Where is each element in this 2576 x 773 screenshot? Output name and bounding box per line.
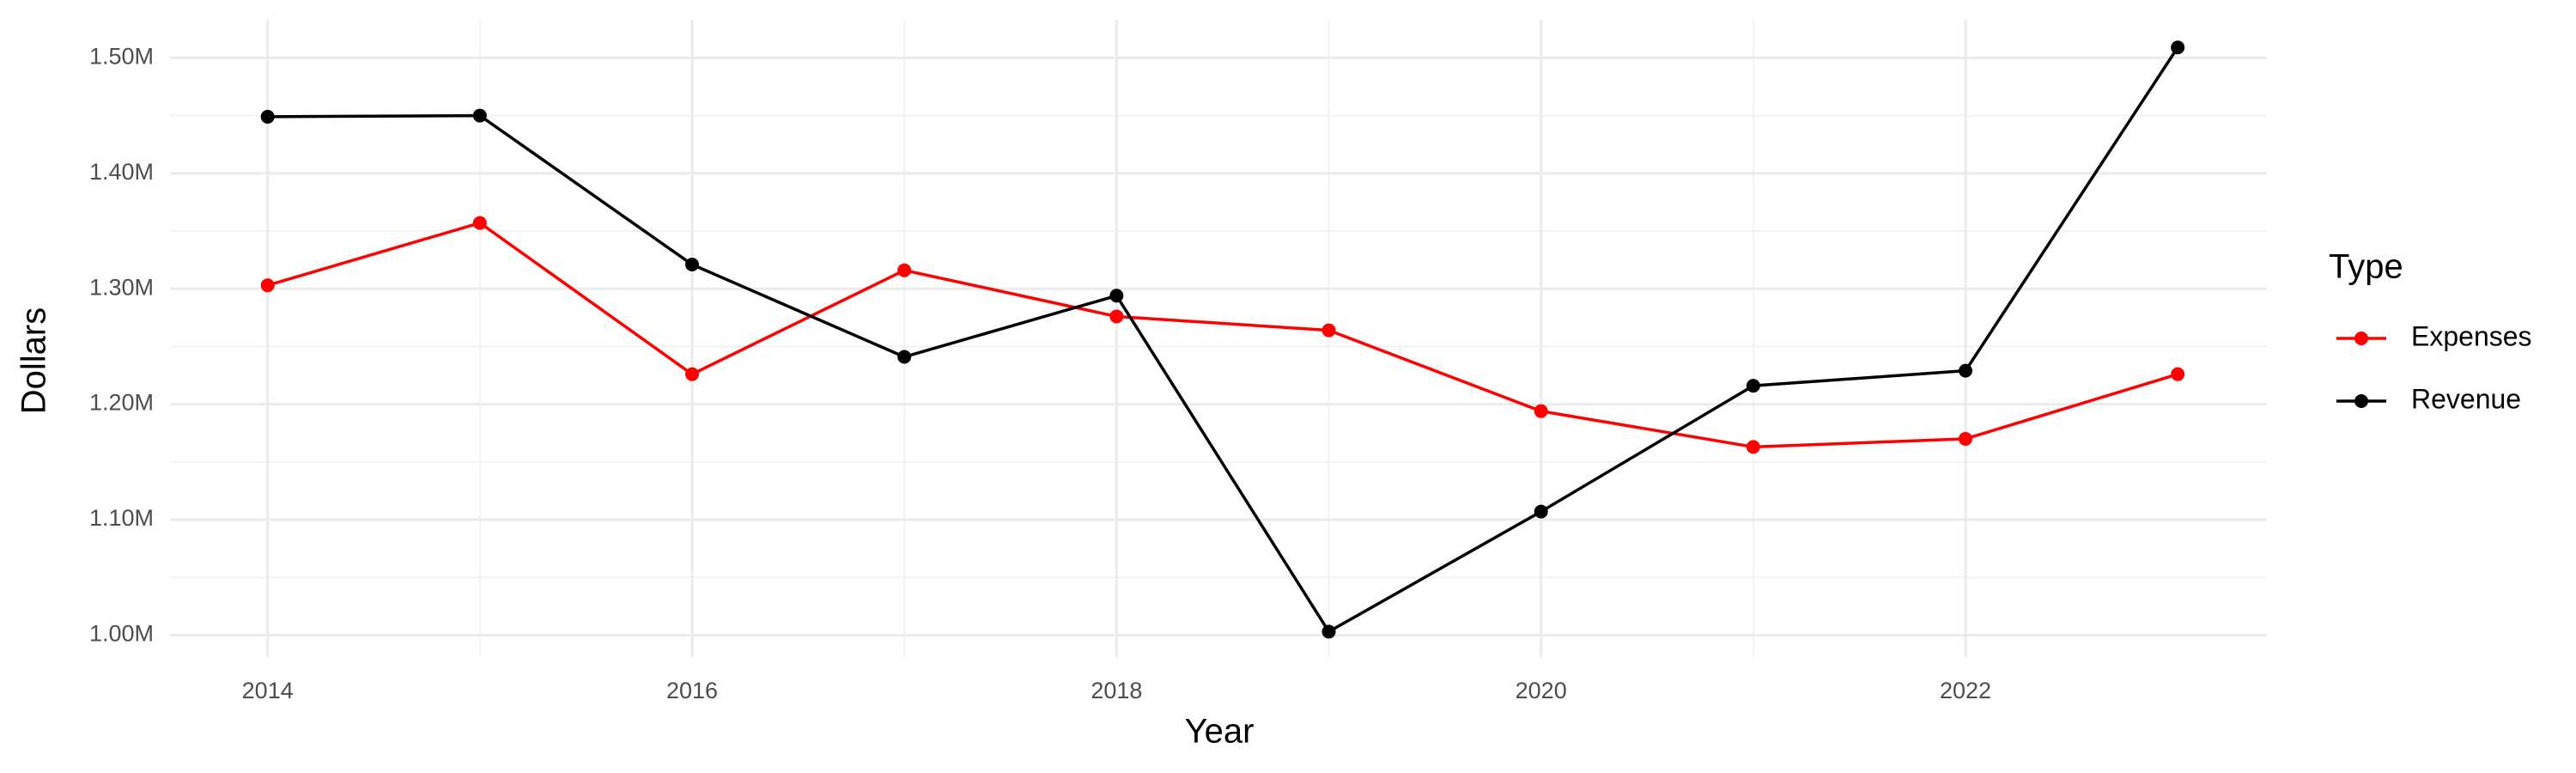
x-axis-title: Year	[1185, 713, 1255, 751]
data-point	[1321, 624, 1336, 639]
y-tick-label: 1.00M	[89, 621, 154, 647]
data-point	[472, 216, 487, 230]
data-point	[260, 109, 275, 124]
data-point	[685, 367, 700, 381]
data-point	[1109, 309, 1124, 324]
y-tick-label: 1.40M	[89, 159, 154, 185]
data-point	[260, 278, 275, 293]
data-point	[1746, 379, 1760, 393]
legend-title: Type	[2329, 248, 2403, 286]
data-point	[2171, 367, 2185, 381]
x-tick-label: 2014	[242, 678, 294, 703]
series-line	[267, 46, 2179, 634]
y-tick-label: 1.30M	[89, 274, 154, 300]
series-line	[267, 221, 2178, 449]
data-point	[1959, 431, 1973, 446]
data-point	[1109, 289, 1124, 303]
data-point	[685, 257, 700, 271]
data-point	[1959, 363, 1973, 378]
data-point	[897, 350, 912, 364]
data-point	[897, 263, 912, 277]
data-point	[1534, 404, 1548, 418]
legend-swatch-point	[2354, 394, 2368, 408]
y-tick-label: 1.10M	[89, 505, 154, 531]
y-tick-label: 1.50M	[89, 43, 154, 69]
x-tick-label: 2016	[666, 678, 718, 703]
x-tick-label: 2022	[1940, 678, 1991, 703]
y-tick-label: 1.20M	[89, 390, 154, 416]
y-axis-title: Dollars	[15, 307, 53, 414]
legend-label: Revenue	[2411, 383, 2521, 414]
legend-swatch-point	[2354, 332, 2368, 345]
x-tick-label: 2020	[1516, 678, 1567, 703]
data-point	[1746, 440, 1760, 454]
legend-label: Expenses	[2411, 320, 2532, 351]
x-tick-label: 2018	[1091, 678, 1142, 703]
data-point	[1321, 323, 1336, 338]
data-point	[472, 108, 487, 123]
data-point	[1534, 504, 1548, 519]
data-point	[2171, 40, 2185, 55]
